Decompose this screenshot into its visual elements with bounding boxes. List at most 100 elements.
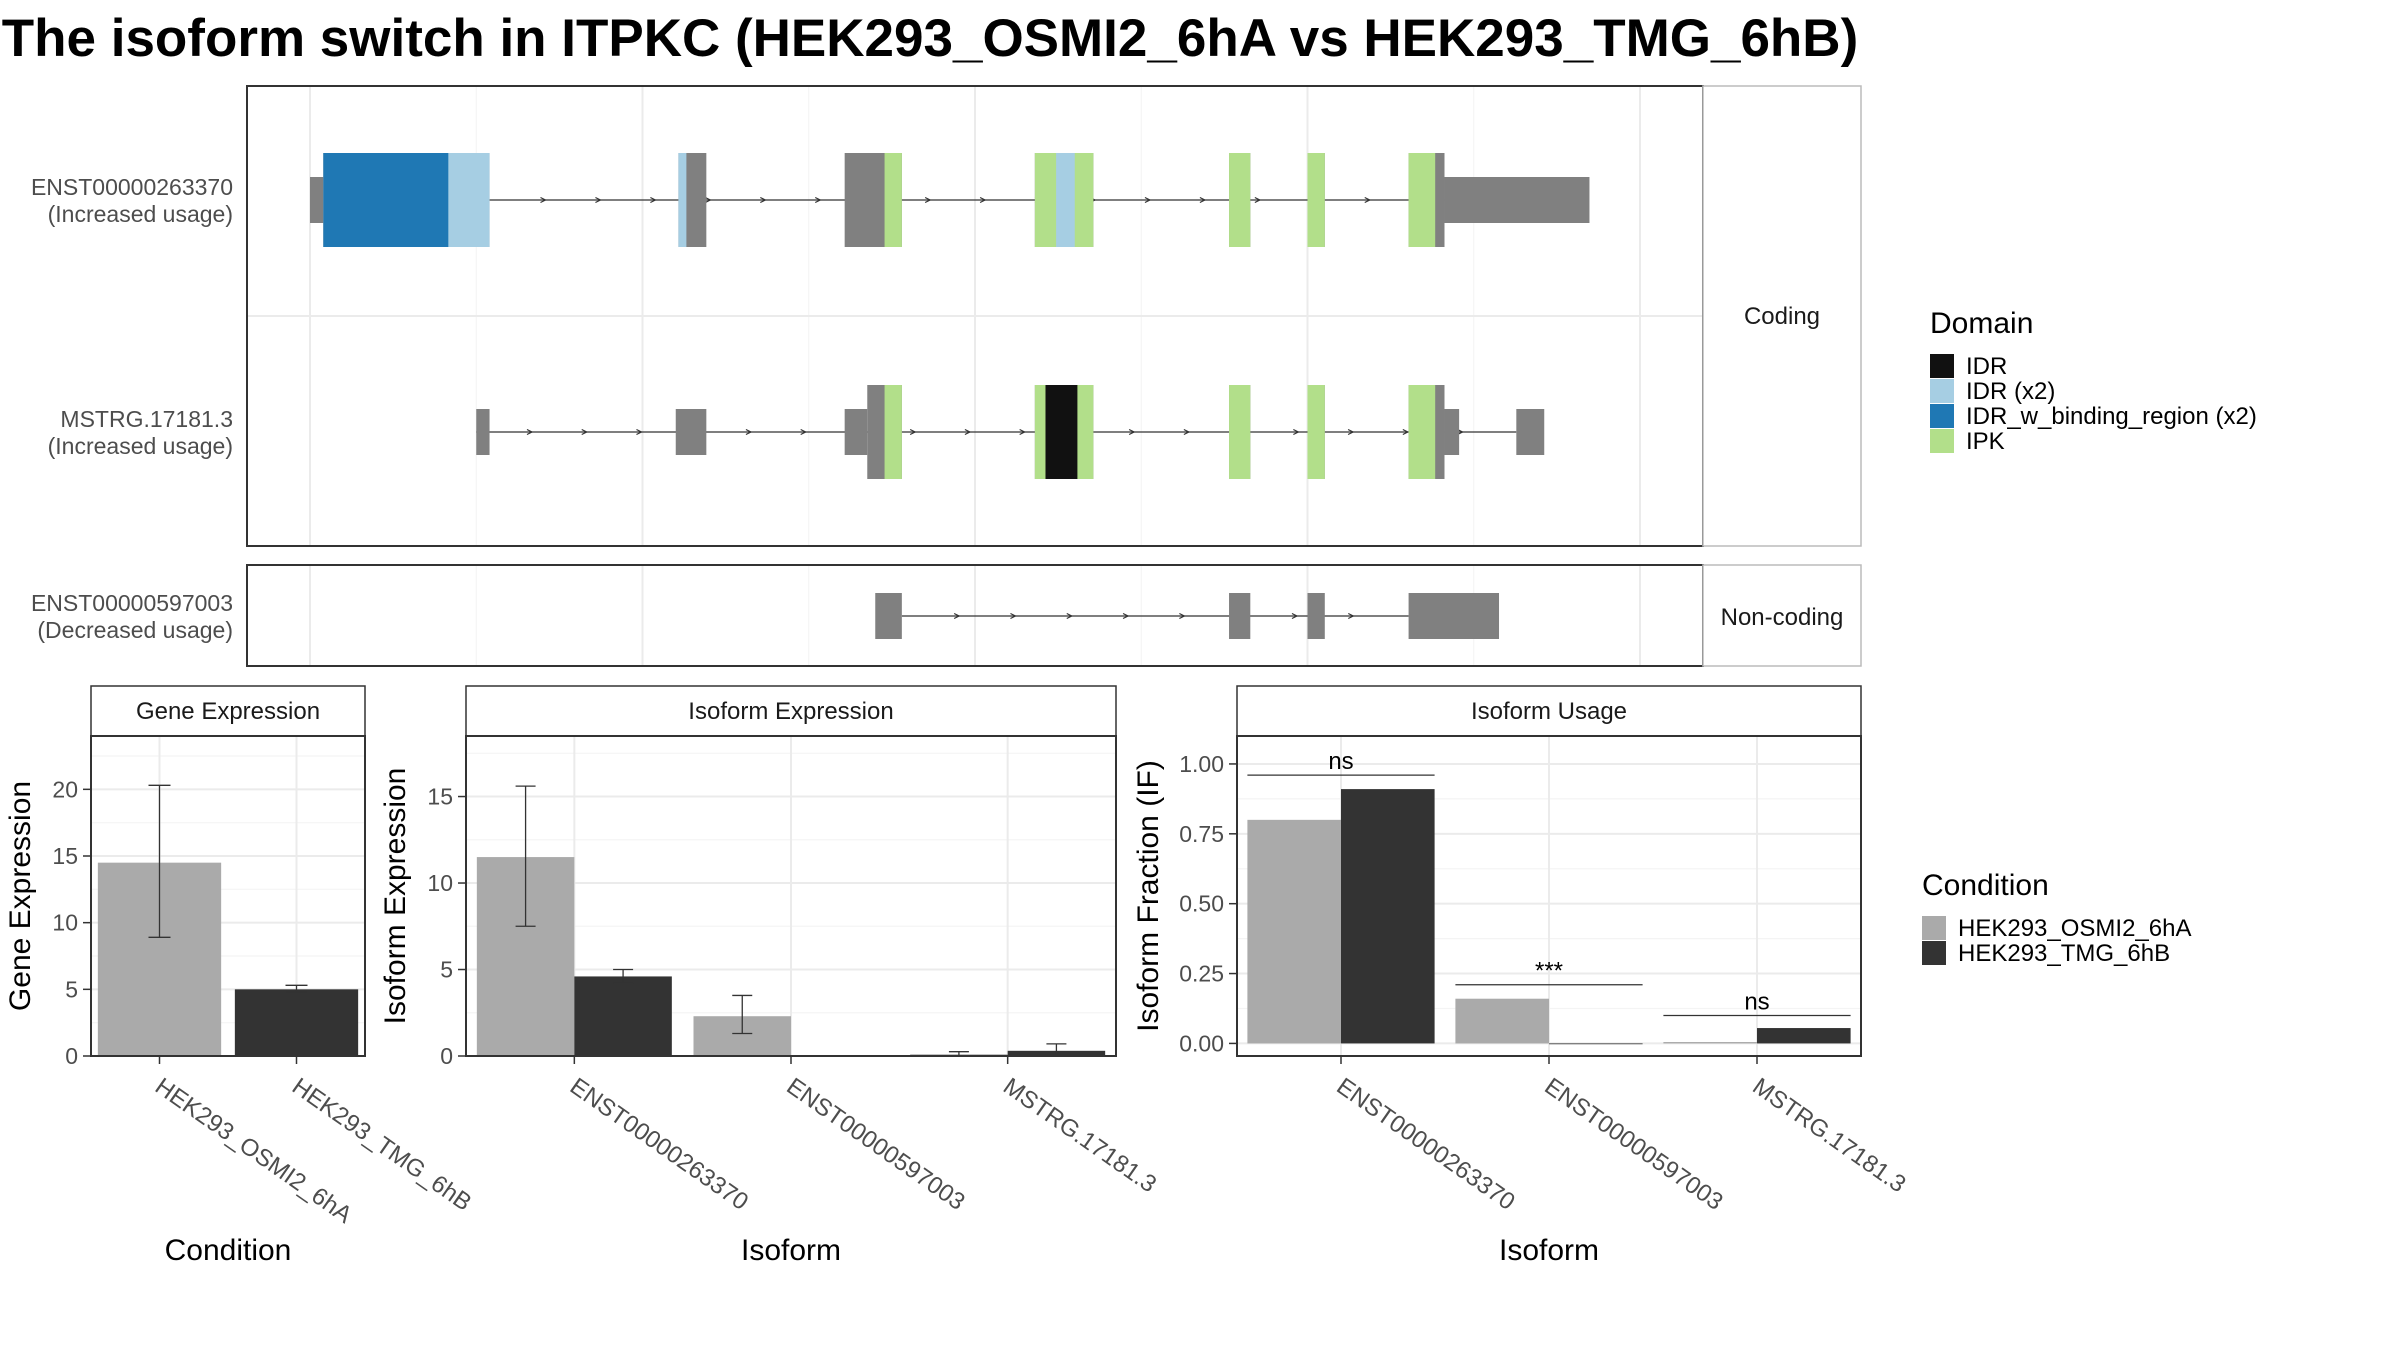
condition-legend-key bbox=[1922, 916, 1946, 940]
panel-title: Isoform Usage bbox=[1471, 698, 1627, 725]
intron-arrow bbox=[540, 196, 547, 204]
facet-strip-label: Coding bbox=[1744, 303, 1820, 330]
intron-arrow bbox=[814, 196, 822, 204]
domain-legend-label: IPK bbox=[1966, 428, 2005, 455]
transcript-usage-label: (Increased usage) bbox=[48, 201, 233, 227]
bar bbox=[1341, 789, 1435, 1044]
bar bbox=[1549, 1043, 1643, 1045]
y-tick-label: 20 bbox=[52, 776, 78, 802]
domain-region bbox=[1408, 153, 1436, 247]
transcript-id-label: MSTRG.17181.3 bbox=[60, 406, 233, 432]
panel-title: Gene Expression bbox=[136, 698, 320, 725]
domain-legend-key bbox=[1930, 379, 1954, 403]
intron-arrow bbox=[1066, 612, 1074, 620]
intron-arrow bbox=[1199, 196, 1207, 204]
domain-legend-label: IDR (x2) bbox=[1966, 378, 2055, 405]
intron-arrow bbox=[1122, 612, 1130, 620]
intron-arrow bbox=[1348, 612, 1355, 620]
y-tick-label: 10 bbox=[52, 910, 78, 936]
y-tick-label: 15 bbox=[427, 784, 453, 810]
domain-legend-label: IDR_w_binding_region (x2) bbox=[1966, 403, 2257, 430]
condition-legend-label: HEK293_TMG_6hB bbox=[1958, 940, 2170, 967]
x-axis-title: Isoform bbox=[741, 1234, 841, 1267]
facet-strip-label: Non-coding bbox=[1721, 604, 1844, 631]
utr-exon bbox=[844, 409, 868, 455]
intron-arrow bbox=[1183, 428, 1191, 436]
y-tick-label: 0 bbox=[65, 1043, 78, 1069]
intron-arrow bbox=[1019, 428, 1026, 436]
facet-strip bbox=[1702, 564, 1862, 667]
utr-exon bbox=[1444, 409, 1460, 455]
intron-arrow bbox=[800, 428, 808, 436]
significance-label: *** bbox=[1535, 958, 1563, 985]
x-axis-title: Condition bbox=[165, 1234, 292, 1267]
y-tick-label: 1.00 bbox=[1179, 751, 1224, 777]
intron-arrow bbox=[953, 612, 961, 620]
intron-arrow bbox=[760, 196, 767, 204]
domain-legend-title: Domain bbox=[1930, 307, 2033, 340]
y-tick-label: 0.25 bbox=[1179, 961, 1224, 987]
domain-region bbox=[448, 153, 490, 247]
y-axis-title: Isoform Expression bbox=[379, 768, 412, 1025]
transcript-usage-label: (Increased usage) bbox=[48, 433, 233, 459]
domain-region bbox=[1307, 153, 1325, 247]
utr-exon bbox=[1408, 593, 1500, 639]
intron-arrow bbox=[909, 428, 917, 436]
condition-legend-key bbox=[1922, 941, 1946, 965]
y-tick-label: 0.00 bbox=[1179, 1030, 1224, 1056]
bar bbox=[1455, 998, 1549, 1044]
intron-arrow bbox=[1144, 196, 1152, 204]
utr-exon bbox=[1229, 593, 1251, 639]
domain-region bbox=[1056, 153, 1075, 247]
x-axis-title: Isoform bbox=[1499, 1234, 1599, 1267]
utr-exon bbox=[310, 177, 324, 223]
intron-arrow bbox=[1347, 428, 1355, 436]
y-tick-label: 15 bbox=[52, 843, 78, 869]
intron-arrow bbox=[1254, 196, 1262, 204]
intron-arrow bbox=[526, 428, 534, 436]
y-tick-label: 5 bbox=[65, 976, 78, 1002]
y-axis-title: Gene Expression bbox=[4, 781, 37, 1011]
utr-exon bbox=[1516, 409, 1545, 455]
domain-legend-key bbox=[1930, 404, 1954, 428]
intron-arrow bbox=[1457, 428, 1464, 436]
domain-region bbox=[1408, 385, 1436, 479]
y-axis-title: Isoform Fraction (IF) bbox=[1132, 760, 1165, 1032]
panel-strip bbox=[90, 685, 366, 737]
domain-region bbox=[884, 385, 902, 479]
intron-arrow bbox=[924, 196, 932, 204]
intron-arrow bbox=[595, 196, 602, 204]
transcript-id-label: ENST00000597003 bbox=[31, 590, 233, 616]
plot-border bbox=[90, 735, 366, 1057]
bar bbox=[234, 989, 359, 1056]
domain-region bbox=[1229, 153, 1251, 247]
gene-structure-panel: ENST00000263370(Increased usage)MSTRG.17… bbox=[31, 85, 1862, 667]
condition-legend-label: HEK293_OSMI2_6hA bbox=[1958, 915, 2191, 942]
intron-arrow bbox=[1179, 612, 1186, 620]
intron-arrow bbox=[581, 428, 589, 436]
panel-strip bbox=[1236, 685, 1862, 737]
y-tick-label: 0.50 bbox=[1179, 891, 1224, 917]
domain-region bbox=[678, 153, 687, 247]
intron-arrow bbox=[1293, 428, 1300, 436]
condition-legend-title: Condition bbox=[1922, 869, 2049, 902]
bar bbox=[1247, 819, 1341, 1044]
utr-exon bbox=[675, 409, 707, 455]
y-tick-label: 10 bbox=[427, 870, 453, 896]
panel-strip bbox=[465, 685, 1117, 737]
intron-arrow bbox=[1010, 612, 1017, 620]
intron-arrow bbox=[650, 196, 657, 204]
significance-label: ns bbox=[1744, 988, 1769, 1015]
bar bbox=[1663, 1042, 1757, 1044]
intron-arrow bbox=[979, 196, 987, 204]
intron-arrow bbox=[705, 196, 712, 204]
domain-region bbox=[1229, 385, 1251, 479]
utr-exon bbox=[875, 593, 902, 639]
domain-region bbox=[1045, 385, 1078, 479]
domain-legend-key bbox=[1930, 354, 1954, 378]
bar bbox=[1757, 1028, 1851, 1044]
domain-legend-label: IDR bbox=[1966, 353, 2007, 380]
